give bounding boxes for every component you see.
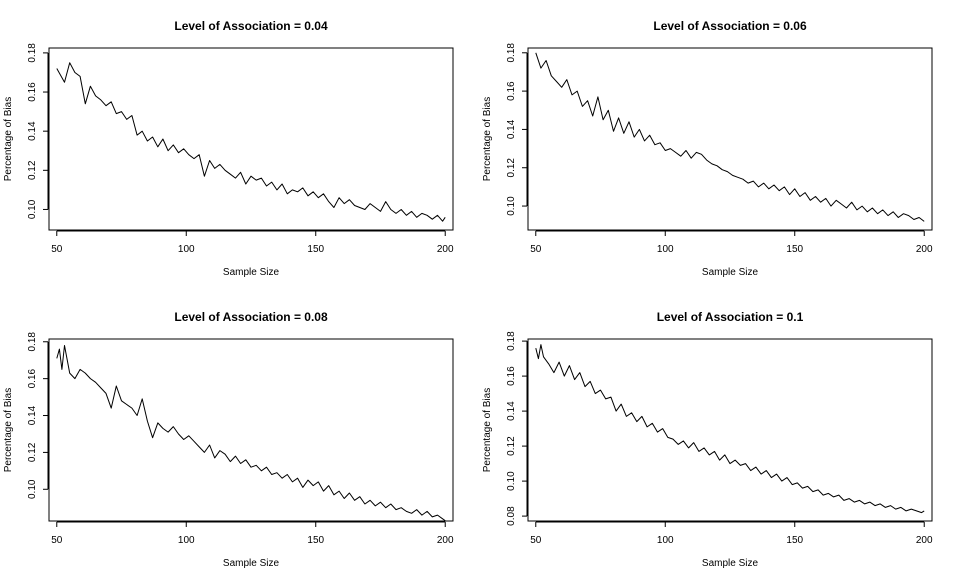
y-tick-label: 0.16: [506, 366, 517, 386]
x-tick-label: 100: [657, 244, 674, 255]
y-tick-label: 0.18: [506, 43, 517, 63]
y-tick-label: 0.14: [27, 405, 38, 425]
x-tick-label: 150: [786, 535, 803, 546]
chart-title: Level of Association = 0.06: [653, 19, 807, 33]
y-tick-label: 0.18: [27, 332, 38, 352]
y-axis-label: Percentage of Bias: [482, 388, 493, 473]
x-tick-label: 50: [530, 244, 542, 255]
x-tick-label: 100: [178, 535, 195, 546]
series-line: [56, 62, 446, 222]
y-tick-label: 0.10: [27, 199, 38, 219]
series-line: [56, 345, 446, 522]
y-axis-label: Percentage of Bias: [3, 388, 14, 473]
y-tick-label: 0.16: [27, 368, 38, 388]
chart-panel-3: Level of Association = 0.08 50 100 150 200 Sa…: [3, 310, 454, 569]
x-tick-label: 200: [916, 535, 933, 546]
y-axis-label: Percentage of Bias: [3, 97, 14, 182]
y-tick-label: 0.16: [27, 82, 38, 102]
y-tick-label: 0.14: [506, 401, 517, 421]
chart-panel-1: Level of Association = 0.04 50 100 150 200 Sa…: [3, 19, 454, 278]
y-tick-label: 0.14: [27, 121, 38, 141]
x-tick-label: 200: [916, 244, 933, 255]
y-axis-label: Percentage of Bias: [482, 97, 493, 182]
x-tick-label: 150: [307, 244, 324, 255]
y-tick-label: 0.10: [506, 471, 517, 491]
series-line: [535, 52, 925, 222]
y-tick-label: 0.18: [27, 43, 38, 63]
plot-frame: [48, 47, 454, 231]
plot-frame: [48, 338, 454, 522]
plot-frame: [527, 338, 933, 522]
y-tick-label: 0.12: [506, 158, 517, 178]
x-tick-label: 50: [51, 535, 63, 546]
x-tick-label: 50: [530, 535, 542, 546]
chart-panel-2: Level of Association = 0.06 50 100 150 200 Sa…: [482, 19, 933, 278]
y-tick-label: 0.08: [506, 506, 517, 526]
plot-frame: [527, 47, 933, 231]
y-tick-label: 0.10: [27, 479, 38, 499]
x-axis-label: Sample Size: [223, 558, 280, 569]
y-tick-label: 0.16: [506, 81, 517, 101]
x-axis-label: Sample Size: [223, 267, 280, 278]
x-axis-label: Sample Size: [702, 267, 759, 278]
y-tick-label: 0.12: [506, 436, 517, 456]
chart-title: Level of Association = 0.04: [174, 19, 328, 33]
x-tick-label: 150: [786, 244, 803, 255]
chart-panel-4: Level of Association = 0.1 50 100 150 200 Sam…: [482, 310, 933, 569]
x-tick-label: 50: [51, 244, 63, 255]
y-tick-label: 0.10: [506, 196, 517, 216]
x-tick-label: 200: [437, 535, 454, 546]
x-tick-label: 100: [657, 535, 674, 546]
y-tick-label: 0.14: [506, 119, 517, 139]
y-tick-label: 0.18: [506, 331, 517, 351]
x-tick-label: 100: [178, 244, 195, 255]
chart-title: Level of Association = 0.1: [657, 310, 804, 324]
chart-title: Level of Association = 0.08: [174, 310, 328, 324]
x-tick-label: 150: [307, 535, 324, 546]
x-axis-label: Sample Size: [702, 558, 759, 569]
x-tick-label: 200: [437, 244, 454, 255]
series-line: [535, 344, 925, 514]
y-tick-label: 0.12: [27, 160, 38, 180]
y-tick-label: 0.12: [27, 442, 38, 462]
